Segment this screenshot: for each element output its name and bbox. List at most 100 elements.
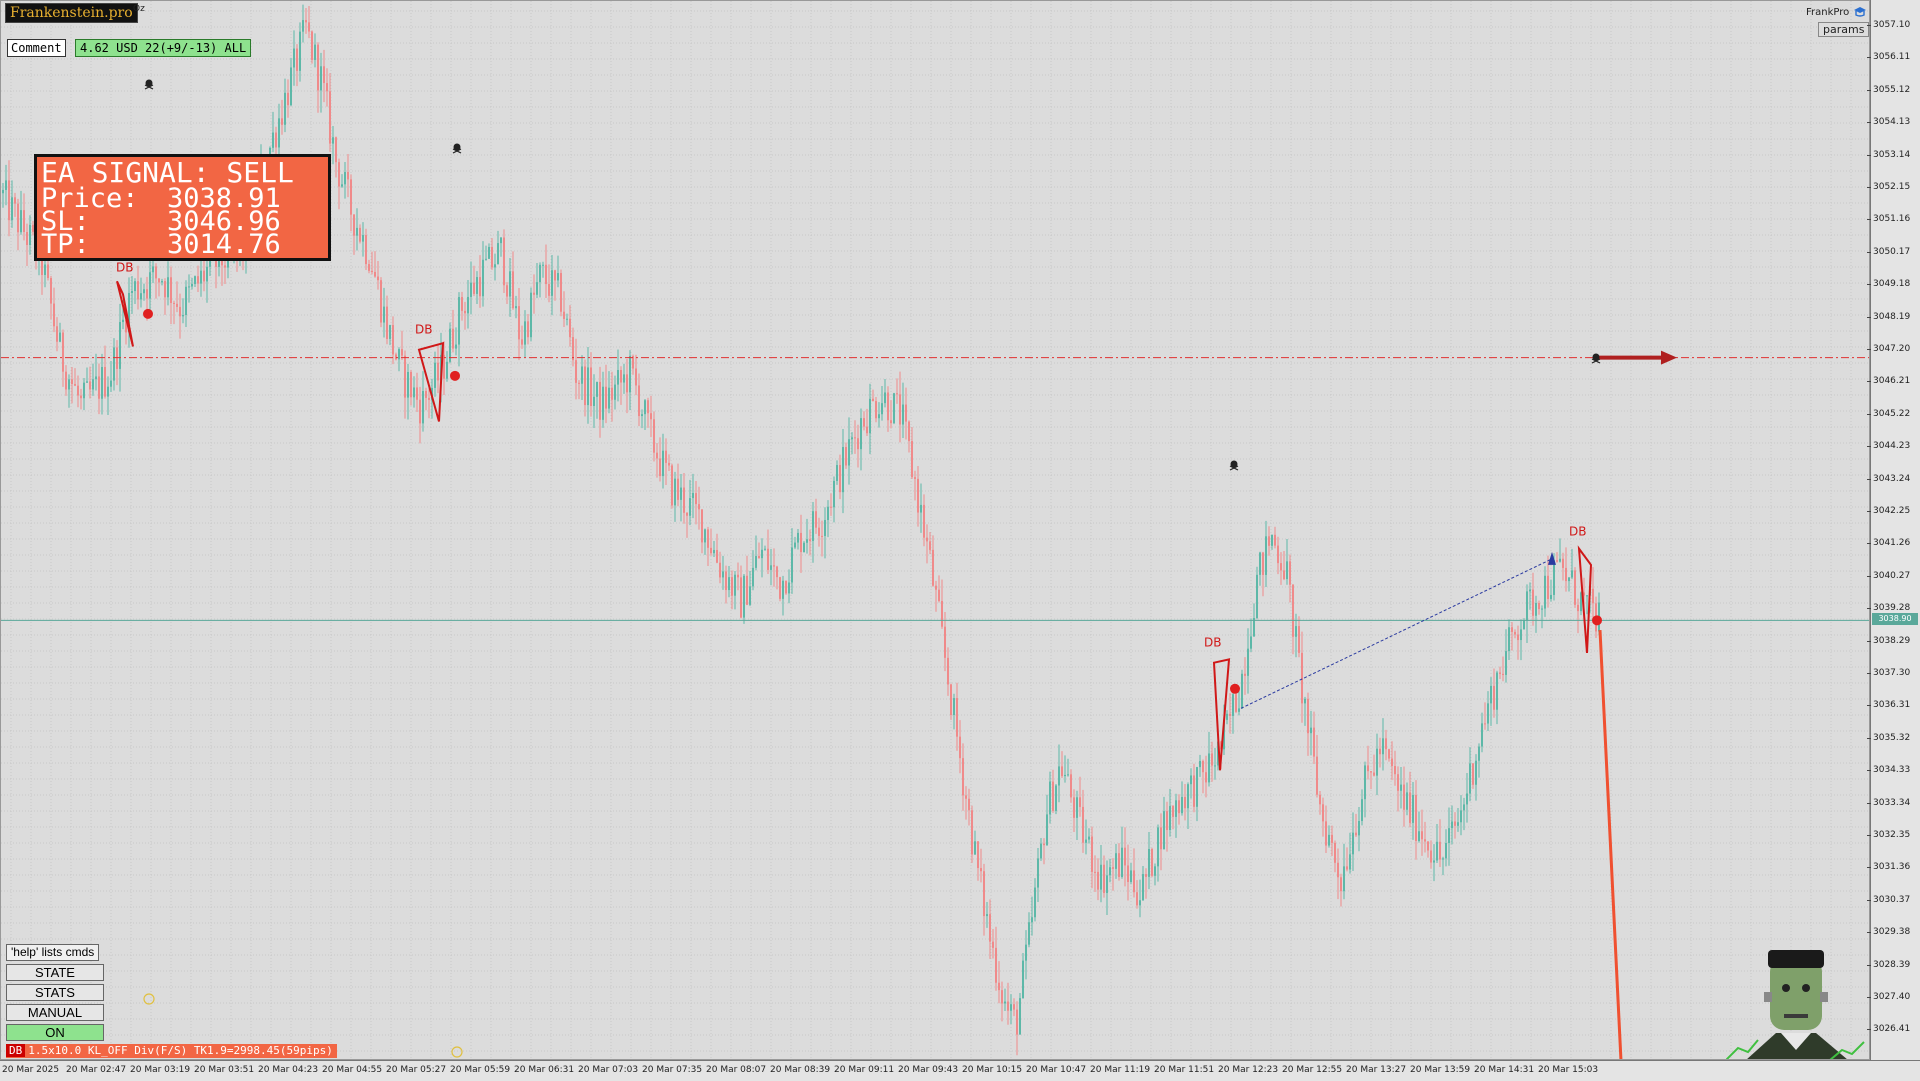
candle-body: [1265, 536, 1267, 575]
candle-body: [149, 272, 151, 299]
time-tick-label: 20 Mar 11:51: [1154, 1065, 1215, 1075]
candle-body: [1280, 563, 1282, 571]
skull-icon: [145, 79, 153, 87]
time-axis[interactable]: 20 Mar 2025 20 Mar 02:47 20 Mar 03:19 20 Ma…: [0, 1060, 1920, 1081]
candle-body: [1547, 575, 1549, 600]
candle-body: [83, 382, 85, 399]
candle-body: [629, 355, 631, 393]
candle-body: [1187, 784, 1189, 809]
candle-body: [1061, 766, 1063, 777]
graduation-cap-icon[interactable]: [1853, 6, 1867, 18]
candle-body: [590, 367, 592, 406]
candle-body: [1517, 634, 1519, 641]
candle-body: [428, 397, 430, 400]
candle-body: [17, 203, 19, 233]
time-tick-label: 20 Mar 2025: [2, 1065, 60, 1075]
candle-body: [515, 306, 517, 309]
candle-body: [668, 462, 670, 466]
on-toggle-button[interactable]: ON: [6, 1024, 104, 1041]
candle-body: [74, 384, 76, 386]
candle-body: [1304, 698, 1306, 704]
candle-body: [332, 137, 334, 144]
candle-body: [341, 184, 343, 187]
candle-body: [761, 549, 763, 559]
candle-body: [746, 575, 748, 605]
candle-body: [1496, 672, 1498, 710]
frankenstein-mascot-icon: [1726, 950, 1865, 1059]
candle-body: [599, 381, 601, 420]
candle-body: [1211, 753, 1213, 766]
candle-body: [1175, 800, 1177, 817]
candle-body: [1391, 758, 1393, 766]
candle-body: [569, 318, 571, 338]
candle-body: [815, 511, 817, 528]
candle-body: [452, 328, 454, 349]
price-axis[interactable]: 3057.10 3056.11 3055.12 3054.13 3053.14 3052.…: [1866, 0, 1920, 1060]
candle-body: [611, 387, 613, 400]
time-tick-label: 20 Mar 09:11: [834, 1065, 895, 1075]
candle-body: [476, 277, 478, 294]
candle-body: [1355, 832, 1357, 836]
candle-body: [1181, 796, 1183, 814]
candle-body: [503, 237, 505, 286]
candle-body: [1115, 853, 1117, 869]
candle-body: [584, 366, 586, 406]
price-tick-label: 3048.19: [1866, 311, 1911, 322]
candle-body: [644, 400, 646, 415]
manual-button[interactable]: MANUAL: [6, 1004, 104, 1021]
time-tick-label: 20 Mar 03:19: [130, 1065, 191, 1075]
status-bar: DB 1.5x10.0 KL_OFF Div(F/S) TK1.9=2998.45…: [6, 1044, 337, 1058]
price-tick-label: 3052.15: [1866, 182, 1911, 192]
price-tick-label: 3056.11: [1866, 52, 1911, 63]
help-hint[interactable]: 'help' lists cmds: [6, 944, 100, 961]
candle-body: [191, 284, 193, 287]
candle-body: [308, 22, 310, 32]
price-tick-label: 3041.26: [1866, 538, 1911, 549]
candle-body: [1433, 860, 1435, 863]
candle-body: [1172, 806, 1174, 817]
candle-body: [386, 306, 388, 339]
stats-button[interactable]: STATS: [6, 984, 104, 1001]
price-tick-label: 3046.21: [1866, 376, 1911, 387]
candle-body: [407, 371, 409, 398]
time-tick-label: 20 Mar 15:03: [1538, 1065, 1599, 1075]
candle-body: [527, 321, 529, 338]
candle-body: [305, 20, 307, 23]
candle-body: [1001, 990, 1003, 1004]
candle-body: [1073, 797, 1075, 818]
candle-body: [1190, 775, 1192, 785]
candle-body: [845, 447, 847, 466]
candle-body: [698, 504, 700, 510]
params-button[interactable]: params: [1818, 22, 1869, 37]
candle-body: [1292, 584, 1294, 637]
state-button[interactable]: STATE: [6, 964, 104, 981]
candle-body: [596, 381, 598, 397]
candle-body: [1382, 738, 1384, 755]
candle-body: [506, 285, 508, 297]
candle-body: [1322, 804, 1324, 822]
price-chart[interactable]: DB DB DB DB: [1, 1, 1870, 1060]
candle-body: [1130, 870, 1132, 882]
candle-body: [1544, 575, 1546, 609]
price-tick-label: 3032.35: [1866, 830, 1911, 840]
candle-body: [44, 264, 46, 275]
chart-area[interactable]: DB DB DB DB Frankenstein.pro Oz Comment 4.6…: [0, 0, 1870, 1060]
candle-body: [443, 354, 445, 379]
candle-body: [8, 180, 10, 221]
candle-body: [701, 509, 703, 543]
candle-body: [911, 441, 913, 478]
candle-body: [176, 303, 178, 307]
candle-body: [1475, 760, 1477, 785]
candle-body: [617, 370, 619, 385]
candle-body: [758, 555, 760, 559]
candle-body: [1385, 738, 1387, 750]
divergence-marker-icon: [1548, 551, 1556, 565]
candle-body: [1352, 832, 1354, 855]
sl-arrow-head: [1661, 350, 1677, 365]
time-tick-label: 20 Mar 08:39: [770, 1065, 831, 1075]
candle-body: [1460, 810, 1462, 823]
candle-body: [1289, 561, 1291, 585]
candle-body: [11, 197, 13, 221]
time-tick-label: 20 Mar 10:15: [962, 1065, 1023, 1075]
take-profit-projection-line: [1598, 630, 1623, 1059]
